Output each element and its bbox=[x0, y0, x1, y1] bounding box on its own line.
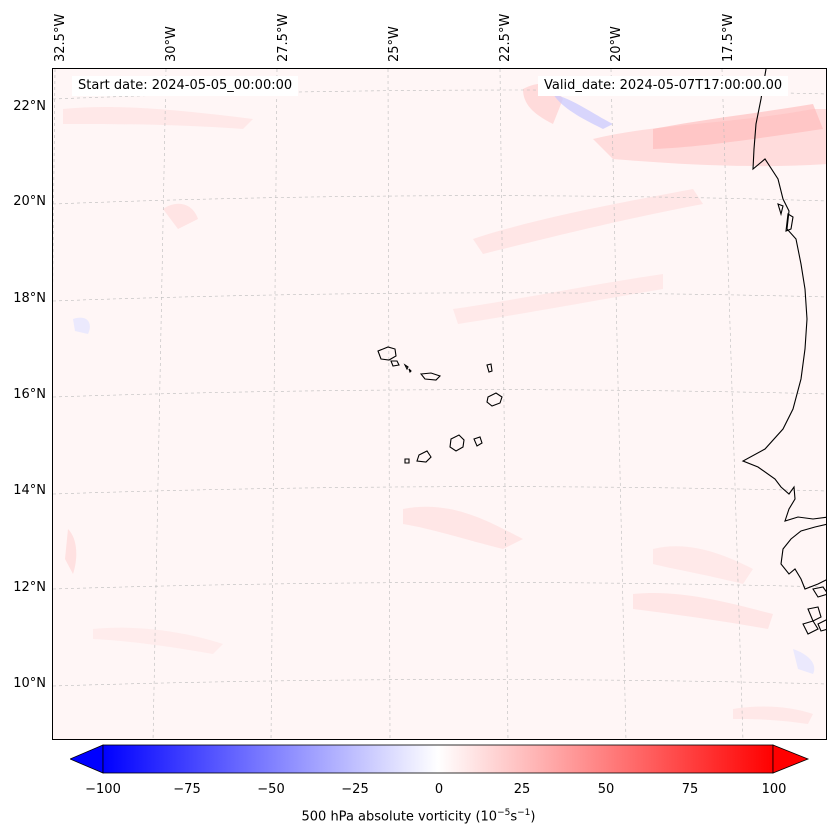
colorbar-tick-minus50: −50 bbox=[257, 782, 285, 797]
colorbar-min-extend bbox=[70, 744, 104, 774]
start-date-label: Start date: 2024-05-05_00:00:00 bbox=[72, 76, 299, 96]
colorbar-title: 500 hPa absolute vorticity (10−5s−1) bbox=[301, 808, 536, 825]
lon-label-27-5w: 27.5°W bbox=[276, 13, 291, 62]
colorbar bbox=[70, 744, 810, 774]
colorbar-tick-25: 25 bbox=[513, 782, 531, 797]
colorbar-tick-75: 75 bbox=[681, 782, 699, 797]
colorbar-tick-minus25: −25 bbox=[341, 782, 369, 797]
cape-verde-islands bbox=[377, 346, 503, 464]
colorbar-max-extend bbox=[772, 744, 810, 774]
colorbar-gradient bbox=[102, 744, 774, 774]
lon-label-17-5w: 17.5°W bbox=[721, 13, 736, 62]
lat-label-18n: 18°N bbox=[13, 291, 46, 306]
lon-label-25w: 25°W bbox=[387, 26, 402, 62]
colorbar-tick-minus75: −75 bbox=[173, 782, 201, 797]
colorbar-tick-50: 50 bbox=[597, 782, 615, 797]
colorbar-tick-minus100: −100 bbox=[85, 782, 121, 797]
lat-label-14n: 14°N bbox=[13, 483, 46, 498]
africa-coastline bbox=[741, 69, 826, 635]
colorbar-tick-0: 0 bbox=[434, 782, 444, 797]
lat-label-12n: 12°N bbox=[13, 580, 46, 595]
vorticity-shading bbox=[63, 83, 826, 724]
lat-label-16n: 16°N bbox=[13, 387, 46, 402]
lat-label-20n: 20°N bbox=[13, 194, 46, 209]
map-panel bbox=[52, 68, 827, 740]
lon-label-30w: 30°W bbox=[164, 26, 179, 62]
valid-date-label: Valid_date: 2024-05-07T17:00:00.00 bbox=[538, 76, 789, 96]
lat-label-22n: 22°N bbox=[13, 99, 46, 114]
lon-label-20w: 20°W bbox=[609, 26, 624, 62]
colorbar-tick-100: 100 bbox=[761, 782, 787, 797]
lon-label-32-5w: 32.5°W bbox=[53, 13, 68, 62]
lat-label-10n: 10°N bbox=[13, 676, 46, 691]
lon-label-22-5w: 22.5°W bbox=[498, 13, 513, 62]
graticule bbox=[53, 69, 826, 739]
vorticity-field bbox=[53, 69, 826, 739]
